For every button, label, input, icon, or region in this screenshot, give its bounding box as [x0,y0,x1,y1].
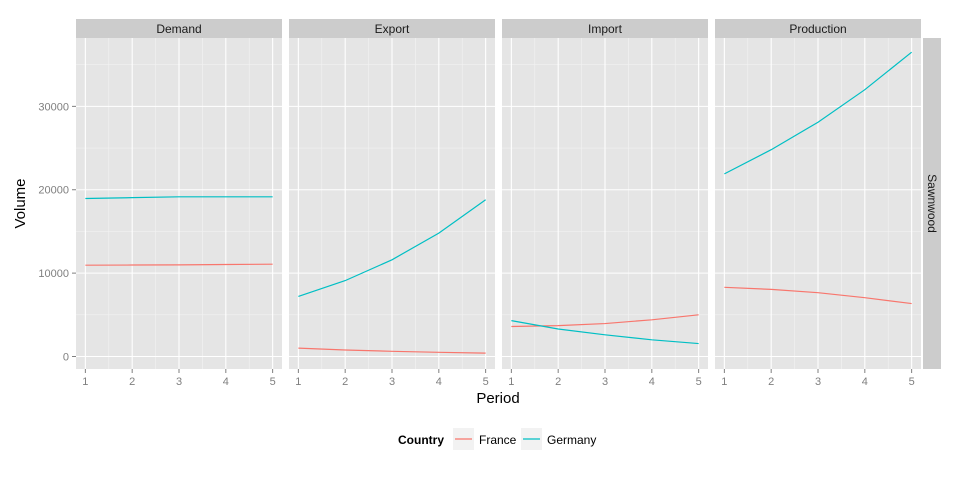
x-tick-label-demand: 3 [176,376,182,388]
y-tick-label: 10000 [38,268,69,280]
x-tick-label-import: 4 [649,376,655,388]
legend-item-germany: Germany [521,428,596,450]
y-tick-label: 30000 [38,101,69,113]
x-axis-title: Period [476,390,519,407]
y-axis: 0 10000 20000 30000 [38,101,76,363]
row-strip: Sawnwood [923,38,941,369]
strip-label-production: Production [789,22,846,36]
x-tick-label-import: 1 [508,376,514,388]
row-strip-background [923,38,941,369]
row-strip-label: Sawnwood [925,174,939,233]
strip-label-import: Import [588,22,623,36]
panel-production: Production 1 2 3 4 5 [715,19,921,388]
x-tick-label-production: 2 [768,376,774,388]
x-tick-label-production: 1 [721,376,727,388]
series-line-export-france [298,347,486,354]
x-tick-label-demand: 4 [223,376,229,388]
strip-import [502,19,708,38]
strip-label-export: Export [375,22,410,36]
x-tick-label-demand: 5 [270,376,276,388]
legend-label-germany: Germany [547,433,596,447]
series-line-export-germany [298,199,486,298]
strip-production [715,19,921,38]
legend-title: Country [398,433,444,447]
strip-demand [76,19,282,38]
legend-label-france: France [479,433,517,447]
series-line-demand-france [85,263,273,266]
x-tick-label-export: 3 [389,376,395,388]
x-tick-label-import: 2 [555,376,561,388]
series-line-production-germany [724,51,913,175]
strip-export [289,19,495,38]
x-tick-label-export: 5 [483,376,489,388]
x-tick-label-export: 4 [436,376,442,388]
x-tick-label-export: 2 [342,376,348,388]
series-line-import-germany [511,320,699,345]
series-line-demand-germany [85,196,273,200]
y-tick-label: 0 [63,351,69,363]
panel-export: Export 1 2 3 4 5 [289,19,495,388]
panel-import: Import 1 2 3 4 5 [502,19,708,388]
x-tick-label-production: 3 [815,376,821,388]
x-tick-label-production: 5 [909,376,915,388]
x-tick-label-production: 4 [862,376,868,388]
x-tick-label-demand: 2 [129,376,135,388]
legend: Country France Germany [398,428,596,450]
y-axis-title: Volume [12,178,29,228]
legend-item-france: France [453,428,517,450]
strip-label-demand: Demand [156,22,201,36]
series-line-production-france [724,286,912,305]
y-tick-label: 20000 [38,185,69,197]
x-tick-label-import: 5 [696,376,702,388]
x-tick-label-import: 3 [602,376,608,388]
x-tick-label-export: 1 [295,376,301,388]
x-tick-label-demand: 1 [82,376,88,388]
panel-demand: Demand 1 2 3 4 5 [76,19,282,388]
